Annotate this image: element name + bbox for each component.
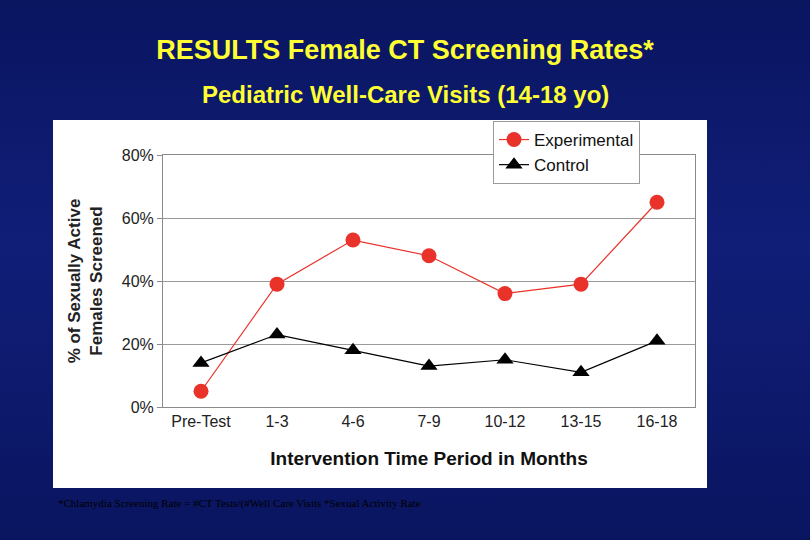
svg-text:16-18: 16-18 xyxy=(637,413,678,430)
svg-text:60%: 60% xyxy=(122,210,154,227)
svg-text:0%: 0% xyxy=(131,399,154,416)
svg-text:4-6: 4-6 xyxy=(341,413,364,430)
svg-text:10-12: 10-12 xyxy=(485,413,526,430)
svg-text:Pediatric Well-Care Visits (14: Pediatric Well-Care Visits (14-18 yo) xyxy=(202,81,609,108)
svg-text:*Chlamydia Screening Rate = #C: *Chlamydia Screening Rate = #CT Tests/(#… xyxy=(58,497,421,510)
svg-text:40%: 40% xyxy=(122,273,154,290)
svg-text:RESULTS Female CT Screening Ra: RESULTS Female CT Screening Rates* xyxy=(156,35,654,65)
svg-text:13-15: 13-15 xyxy=(561,413,602,430)
svg-text:1-3: 1-3 xyxy=(265,413,288,430)
svg-text:Experimental: Experimental xyxy=(534,131,633,150)
svg-text:Intervention Time Period in Mo: Intervention Time Period in Months xyxy=(270,448,587,469)
svg-text:7-9: 7-9 xyxy=(417,413,440,430)
svg-text:% of Sexually ActiveFemales Sc: % of Sexually ActiveFemales Screened xyxy=(65,199,106,364)
svg-text:20%: 20% xyxy=(122,336,154,353)
svg-text:80%: 80% xyxy=(122,147,154,164)
svg-text:Pre-Test: Pre-Test xyxy=(171,413,231,430)
svg-text:Control: Control xyxy=(534,156,589,175)
